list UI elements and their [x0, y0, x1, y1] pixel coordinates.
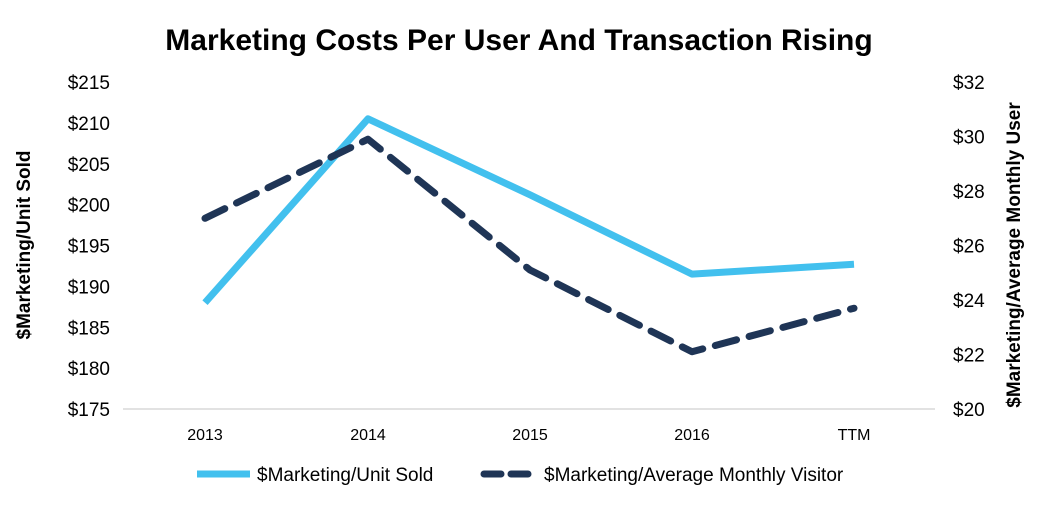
left-axis-label: $Marketing/Unit Sold [14, 151, 35, 340]
left-axis-tick-label: $215 [68, 73, 110, 94]
right-axis-ticks: $20 $22 $24 $26 $28 $30 $32 [953, 73, 985, 421]
left-axis-tick-label: $180 [68, 359, 110, 380]
right-axis-tick-label: $24 [953, 291, 985, 312]
x-axis-tick-label: 2014 [350, 427, 386, 444]
left-axis-tick-label: $185 [68, 318, 110, 339]
left-axis-tick-label: $200 [68, 196, 110, 217]
left-axis-tick-label: $175 [68, 400, 110, 421]
legend: $Marketing/Unit Sold $Marketing/Average M… [197, 465, 844, 486]
right-axis-tick-label: $26 [953, 237, 985, 258]
right-axis-tick-label: $30 [953, 128, 985, 149]
legend-label: $Marketing/Unit Sold [257, 465, 433, 486]
left-axis-tick-label: $210 [68, 114, 110, 135]
legend-label: $Marketing/Average Monthly Visitor [544, 465, 844, 486]
x-axis-tick-label: 2016 [674, 427, 710, 444]
x-axis-tick-label: 2015 [512, 427, 548, 444]
left-axis-tick-label: $205 [68, 155, 110, 176]
series-layer [201, 115, 858, 356]
x-axis-tick-label: 2013 [187, 427, 223, 444]
right-axis-tick-label: $32 [953, 73, 985, 94]
right-axis-tick-label: $20 [953, 400, 985, 421]
left-axis-ticks: $175 $180 $185 $190 $195 $200 $205 $210 $215 [68, 73, 110, 421]
series-line-marketing-per-unit-sold [202, 115, 855, 306]
chart-title: Marketing Costs Per User And Transaction… [165, 24, 872, 57]
x-axis-tick-label: TTM [838, 427, 871, 444]
x-axis-ticks: 2013 2014 2015 2016 TTM [187, 427, 870, 444]
right-axis-label: $Marketing/Average Monthly User [1004, 102, 1025, 408]
right-axis-tick-label: $22 [953, 346, 985, 367]
right-axis-tick-label: $28 [953, 182, 985, 203]
series-line-marketing-per-monthly-visitor [201, 135, 858, 356]
left-axis-tick-label: $190 [68, 277, 110, 298]
left-axis-tick-label: $195 [68, 237, 110, 258]
